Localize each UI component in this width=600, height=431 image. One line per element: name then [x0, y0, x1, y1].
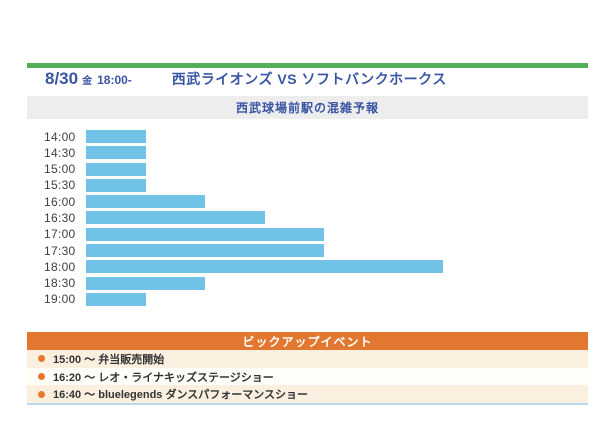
chart-row-15:30: 15:30 — [44, 178, 443, 193]
time-label: 17:00 — [44, 227, 76, 242]
time-label: 15:30 — [44, 178, 76, 193]
chart-row-16:30: 16:30 — [44, 210, 443, 225]
chart-row-17:30: 17:30 — [44, 243, 443, 258]
bullet-icon — [38, 355, 45, 363]
crowd-bar-chart: 14:00 14:30 15:00 15:30 16:00 16:30 17:00 17:30… — [44, 130, 443, 309]
crowd-bar — [86, 211, 265, 225]
event-text: 16:40 〜 bluelegends ダンスパフォーマンスショー — [53, 389, 309, 402]
chart-row-18:30: 18:30 — [44, 276, 443, 291]
chart-row-14:30: 14:30 — [44, 145, 443, 160]
bullet-icon — [38, 373, 45, 381]
crowd-bar — [86, 146, 146, 160]
time-label: 16:30 — [44, 210, 76, 225]
time-label: 16:00 — [44, 194, 76, 209]
match-header: 8/30 金 18:00- 西武ライオンズ VS ソフトバンクホークス — [45, 69, 447, 95]
chart-row-19:00: 19:00 — [44, 292, 443, 307]
pickup-events-list: 15:00 〜 弁当販売開始 16:20 〜 レオ・ライナキッズステージショー 16… — [27, 350, 588, 404]
chart-title: 西武球場前駅の混雑予報 — [235, 101, 379, 115]
chart-row-14:00: 14:00 — [44, 129, 443, 144]
crowd-bar — [86, 130, 146, 143]
chart-title-bar: 西武球場前駅の混雑予報 — [27, 96, 588, 119]
top-accent-bar — [27, 63, 588, 68]
crowd-bar — [86, 292, 146, 306]
chart-row-18:00: 18:00 — [44, 259, 443, 274]
crowd-bar — [86, 260, 443, 274]
crowd-bar — [86, 195, 205, 209]
event-row: 15:00 〜 弁当販売開始 — [27, 350, 588, 368]
event-row: 16:40 〜 bluelegends ダンスパフォーマンスショー — [27, 385, 588, 404]
match-date: 8/30 — [45, 69, 79, 88]
match-title: 西武ライオンズ VS ソフトバンクホークス — [171, 71, 447, 87]
match-weekday: 金 — [82, 76, 93, 87]
time-label: 19:00 — [44, 292, 76, 307]
time-label: 18:30 — [44, 276, 76, 291]
crowd-bar — [86, 227, 324, 241]
crowd-bar — [86, 276, 205, 290]
event-row: 16:20 〜 レオ・ライナキッズステージショー — [27, 367, 588, 386]
crowd-bar — [86, 162, 146, 176]
match-start-time: 18:00- — [97, 73, 132, 87]
crowd-bar — [86, 244, 324, 258]
chart-row-16:00: 16:00 — [44, 194, 443, 209]
time-label: 15:00 — [44, 162, 76, 177]
pickup-events-header: ビックアップイベント — [27, 332, 588, 350]
event-text: 16:20 〜 レオ・ライナキッズステージショー — [53, 371, 274, 384]
bottom-divider — [27, 403, 588, 405]
chart-row-15:00: 15:00 — [44, 162, 443, 177]
time-label: 14:30 — [44, 145, 76, 160]
crowd-bar — [86, 178, 146, 192]
chart-row-17:00: 17:00 — [44, 227, 443, 242]
pickup-events-title: ビックアップイベント — [242, 334, 373, 349]
event-text: 15:00 〜 弁当販売開始 — [53, 353, 165, 366]
bullet-icon — [38, 390, 45, 398]
time-label: 17:30 — [44, 243, 76, 258]
time-label: 14:00 — [44, 129, 76, 144]
time-label: 18:00 — [44, 259, 76, 274]
